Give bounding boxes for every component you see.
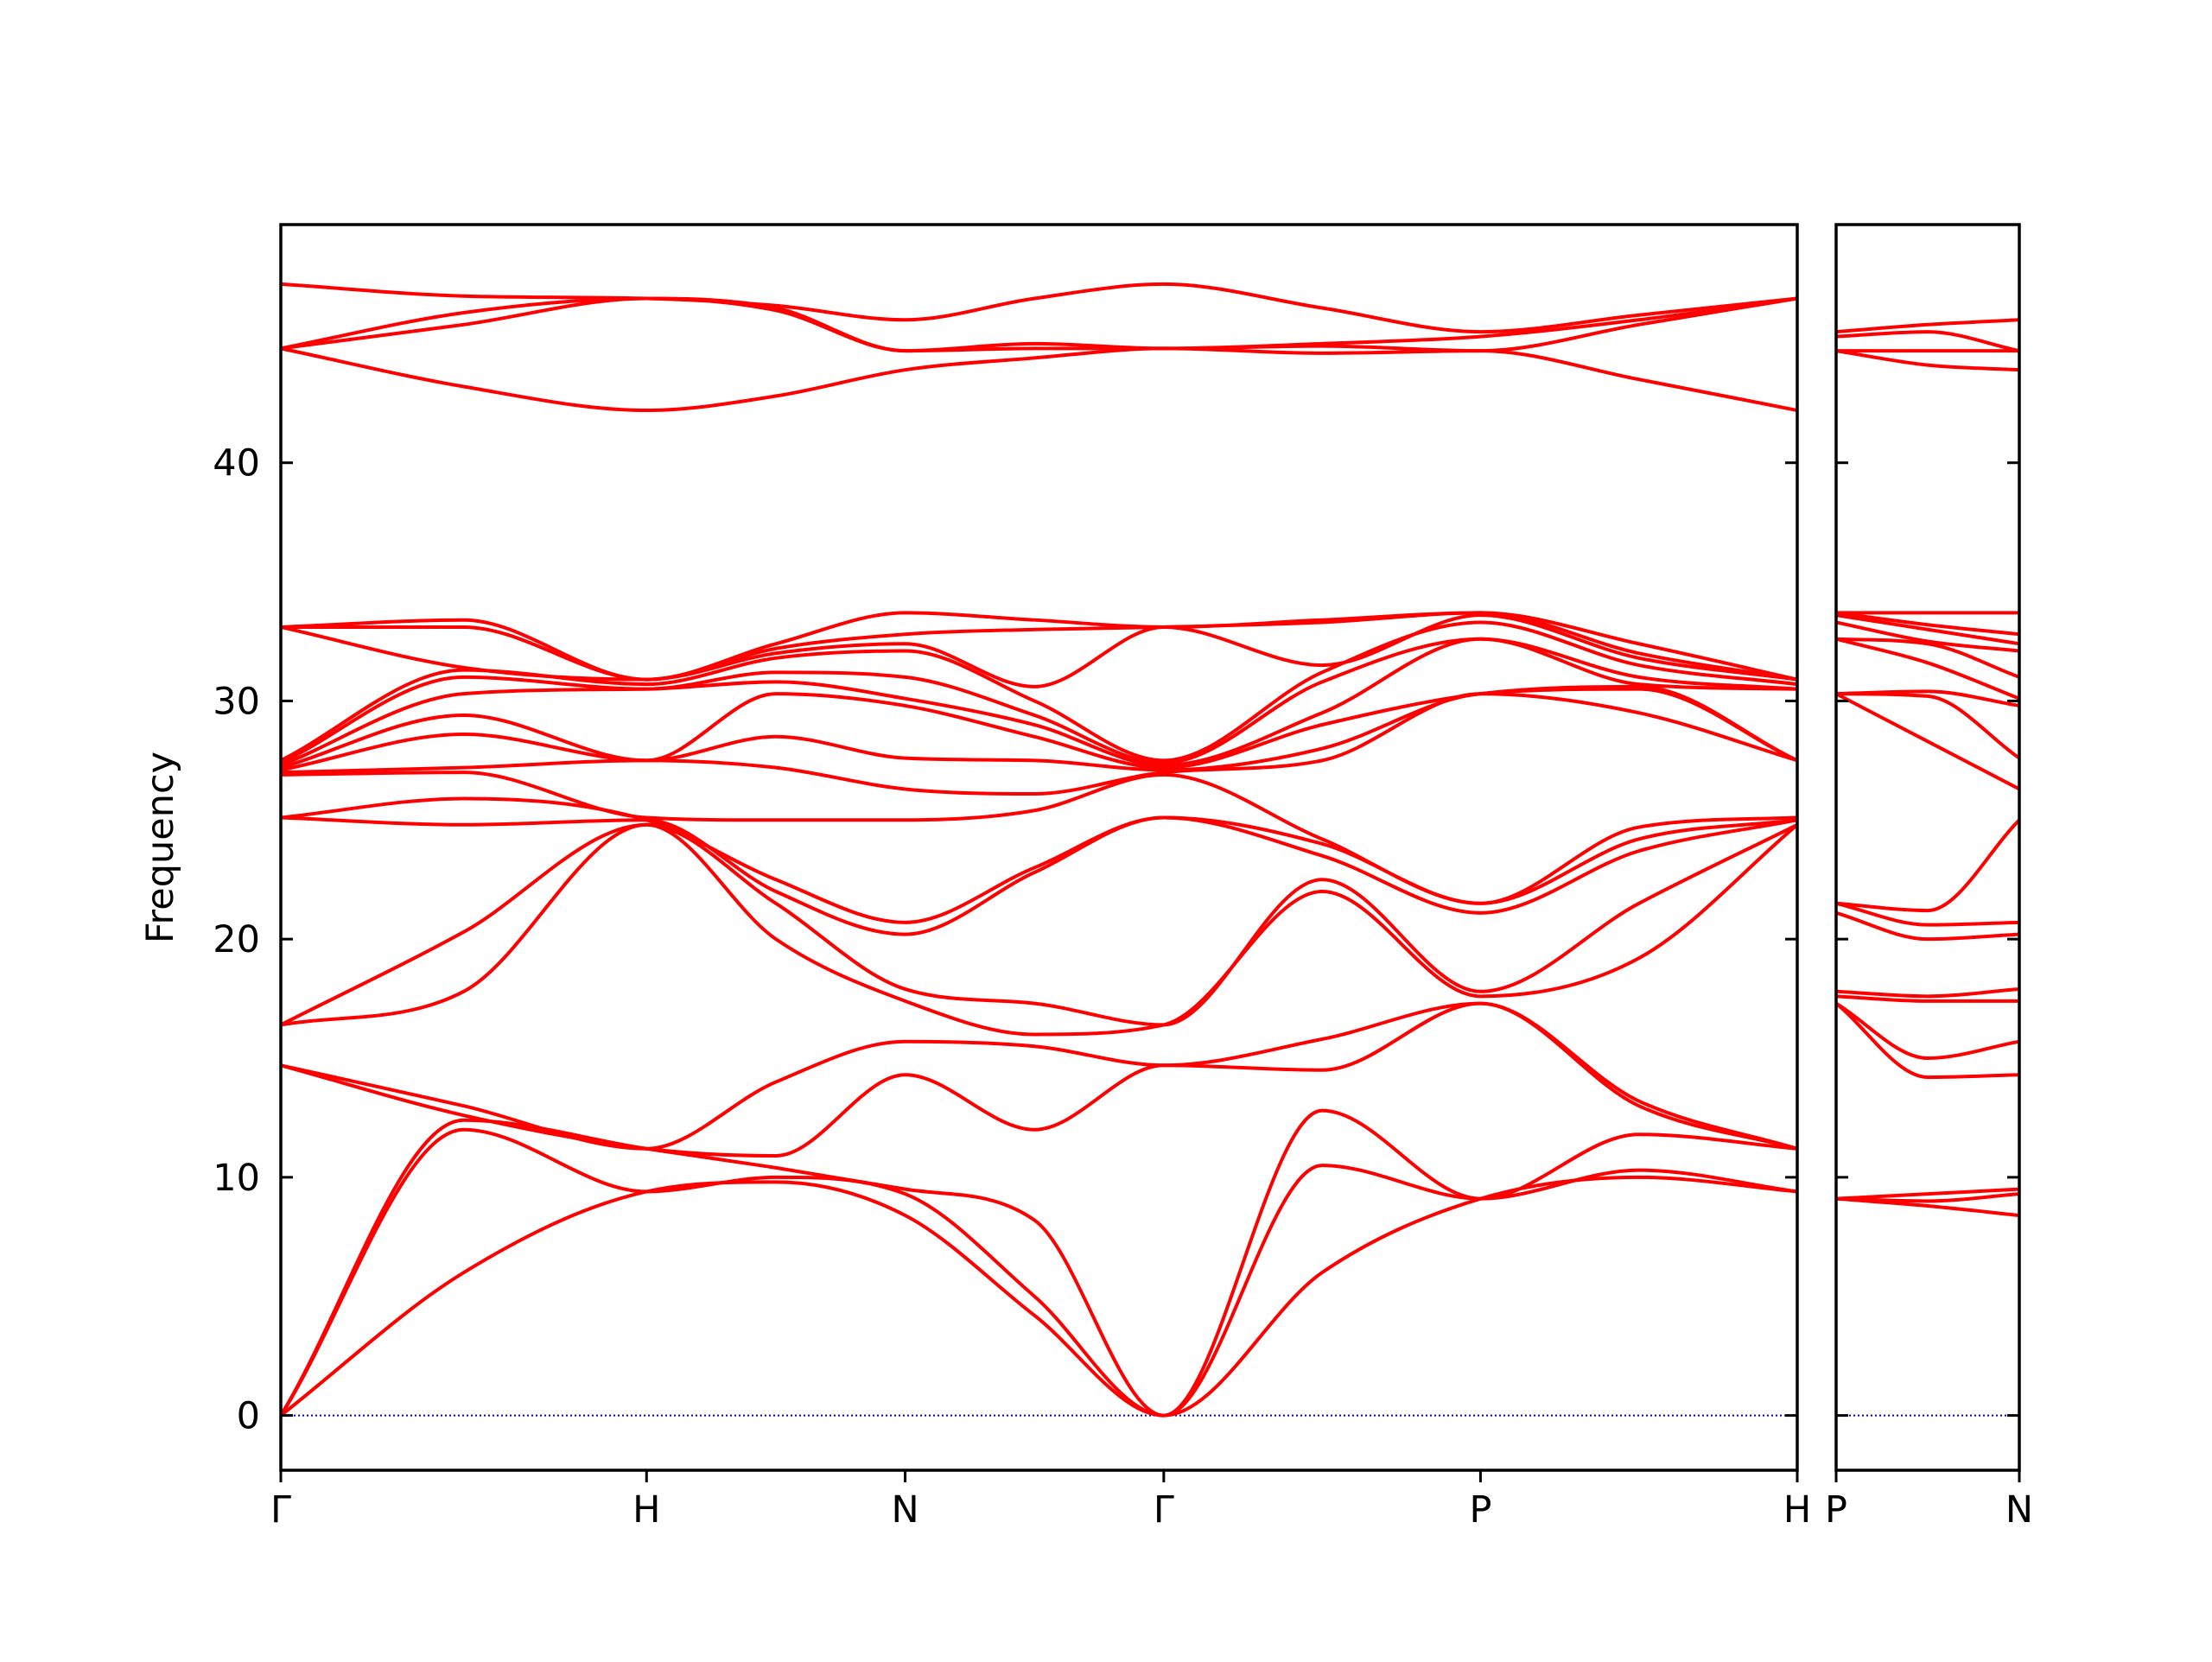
band-line xyxy=(1835,1192,2020,1203)
y-tick-label: 0 xyxy=(237,1395,260,1438)
band-line xyxy=(280,296,1798,353)
band-line xyxy=(1834,1002,2020,1080)
band-line xyxy=(280,637,1798,767)
band-line xyxy=(280,296,1798,353)
band-line xyxy=(280,771,1798,905)
band-line xyxy=(280,346,1798,413)
band-line xyxy=(279,1127,1798,1418)
x-tick-label: Γ xyxy=(1154,1488,1174,1532)
band-line xyxy=(1835,637,2020,679)
band-line xyxy=(279,1175,1798,1418)
band-line xyxy=(1835,1187,2020,1201)
x-tick-label: H xyxy=(1783,1488,1811,1532)
band-line xyxy=(1835,318,2020,334)
band-line xyxy=(280,822,1798,1027)
band-line xyxy=(280,692,1798,796)
band-line xyxy=(280,613,1798,688)
band-line xyxy=(280,1001,1798,1158)
x-tick-label: P xyxy=(1469,1488,1491,1532)
band-line xyxy=(280,815,1798,936)
band-line xyxy=(280,822,1799,1037)
band-line xyxy=(280,637,1798,765)
band-line xyxy=(279,1108,1798,1418)
x-tick-label: P xyxy=(1825,1488,1847,1532)
band-line xyxy=(280,796,1798,924)
band-line xyxy=(1835,692,2021,760)
band-line xyxy=(280,684,1798,770)
band-line xyxy=(1835,613,2020,646)
band-line xyxy=(281,611,1798,682)
y-tick-label: 40 xyxy=(213,442,260,485)
band-line xyxy=(1835,330,2020,353)
x-tick-label: N xyxy=(2005,1488,2033,1532)
plot-frame xyxy=(1834,223,2021,1472)
band-line xyxy=(1835,994,2019,1003)
band-line xyxy=(1835,637,2020,701)
band-line xyxy=(1835,692,2020,791)
x-tick-label: N xyxy=(891,1488,918,1532)
band-line xyxy=(1835,910,2020,942)
x-tick-label: Γ xyxy=(270,1488,291,1532)
band-line xyxy=(280,282,1798,334)
band-line xyxy=(280,1001,1798,1151)
y-tick-label: 10 xyxy=(213,1157,260,1200)
band-line xyxy=(1835,349,2020,372)
y-tick-label: 30 xyxy=(213,680,260,723)
y-tick-label: 20 xyxy=(213,918,260,961)
band-line xyxy=(1835,620,2020,653)
band-line xyxy=(1835,987,2020,999)
plot-frame xyxy=(279,223,1799,1472)
band-line xyxy=(1835,611,2020,637)
band-line xyxy=(1835,689,2020,707)
y-axis-label: Frequency xyxy=(139,752,182,943)
band-line xyxy=(280,611,1798,682)
x-tick-label: H xyxy=(632,1488,660,1532)
band-line xyxy=(1834,1001,2020,1061)
band-line xyxy=(1835,901,2020,927)
band-line xyxy=(1835,818,2021,913)
